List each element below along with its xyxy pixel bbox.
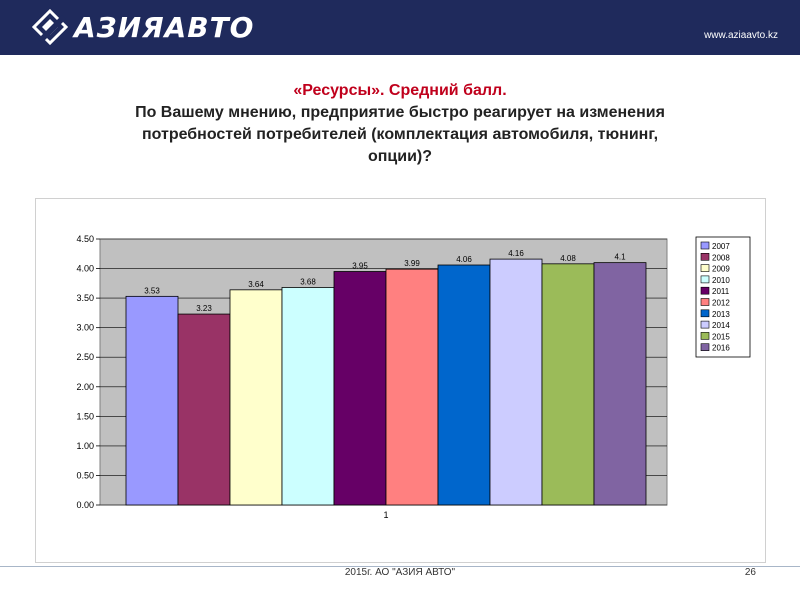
site-url[interactable]: www.aziaavto.kz (704, 30, 778, 41)
x-category-label: 1 (383, 510, 388, 520)
diamond-logo-icon (32, 9, 68, 45)
legend-label-2015: 2015 (712, 332, 730, 341)
legend-label-2014: 2014 (712, 321, 730, 330)
data-label-2011: 3.95 (352, 262, 368, 271)
data-label-2015: 4.08 (560, 254, 576, 263)
data-label-2014: 4.16 (508, 249, 524, 258)
bar-2010 (281, 287, 335, 506)
data-label-2016: 4.1 (614, 253, 626, 262)
data-label-2010: 3.68 (300, 277, 316, 286)
title-line-3: потребностей потребителей (комплектация … (141, 126, 659, 143)
bar-2016 (593, 262, 647, 506)
y-tick-label: 0.00 (76, 500, 94, 510)
bar-chart: 0.00 0.50 1.00 1.50 2.00 2.50 3.00 3.50 4.00 4.50… (76, 234, 751, 520)
legend-swatch-2013 (700, 309, 710, 318)
legend-label-2013: 2013 (712, 310, 730, 319)
legend-label-2008: 2008 (712, 253, 730, 262)
data-label-2008: 3.23 (196, 304, 212, 313)
legend-swatch-2009 (700, 264, 710, 272)
y-tick-label: 2.00 (76, 382, 94, 392)
legend-swatch-2007 (700, 241, 710, 250)
slide-title: «Ресурсы». Средний балл. По Вашему мнени… (60, 80, 740, 168)
logo: АЗИЯАВТО (32, 8, 254, 46)
data-label-2013: 4.06 (456, 255, 472, 264)
y-tick-label: 4.50 (76, 234, 94, 244)
legend-swatch-2015 (700, 332, 710, 340)
bar-2014 (489, 258, 543, 506)
legend-label-2007: 2007 (712, 242, 730, 251)
footer-text: 2015г. АО "АЗИЯ АВТО" (344, 567, 456, 578)
page-number: 26 (744, 567, 756, 578)
bar-2013 (437, 264, 491, 506)
legend-label-2010: 2010 (712, 276, 730, 285)
footer-divider (0, 566, 800, 567)
legend-swatch-2012 (700, 298, 710, 306)
y-tick-label: 1.50 (76, 411, 94, 421)
bar-2007 (125, 295, 179, 506)
data-label-2007: 3.53 (144, 286, 160, 295)
chart-frame: 0.00 0.50 1.00 1.50 2.00 2.50 3.00 3.50 4.00 4.50… (35, 198, 766, 563)
y-tick-label: 2.50 (76, 352, 94, 362)
title-line-2: По Вашему мнению, предприятие быстро реа… (135, 104, 665, 121)
y-tick-label: 3.00 (76, 323, 94, 333)
legend-swatch-2014 (700, 320, 710, 329)
logo-text: АЗИЯАВТО (74, 10, 255, 44)
bar-2012 (385, 268, 439, 506)
title-line-4: опции)? (367, 148, 433, 165)
bar-2015 (541, 263, 595, 506)
data-label-2009: 3.64 (248, 280, 264, 289)
legend-label-2012: 2012 (712, 299, 730, 308)
legend-swatch-2010 (700, 275, 710, 284)
header-bar: АЗИЯАВТО www.aziaavto.kz (0, 0, 800, 55)
legend-label-2011: 2011 (712, 287, 730, 296)
bar-2009 (229, 289, 283, 506)
bar-2011 (333, 271, 387, 506)
legend-label-2016: 2016 (712, 344, 730, 353)
bar-2008 (177, 313, 231, 506)
y-tick-label: 0.50 (76, 470, 94, 480)
legend-label-2009: 2009 (712, 265, 730, 274)
legend-swatch-2011 (700, 286, 710, 295)
data-label-2012: 3.99 (404, 259, 420, 268)
y-tick-label: 4.00 (76, 264, 94, 274)
title-line-1: «Ресурсы». Средний балл. (293, 82, 507, 99)
y-tick-label: 1.00 (76, 441, 94, 451)
legend-swatch-2016 (700, 343, 710, 351)
y-tick-label: 3.50 (76, 293, 94, 303)
legend-swatch-2008 (700, 252, 710, 261)
